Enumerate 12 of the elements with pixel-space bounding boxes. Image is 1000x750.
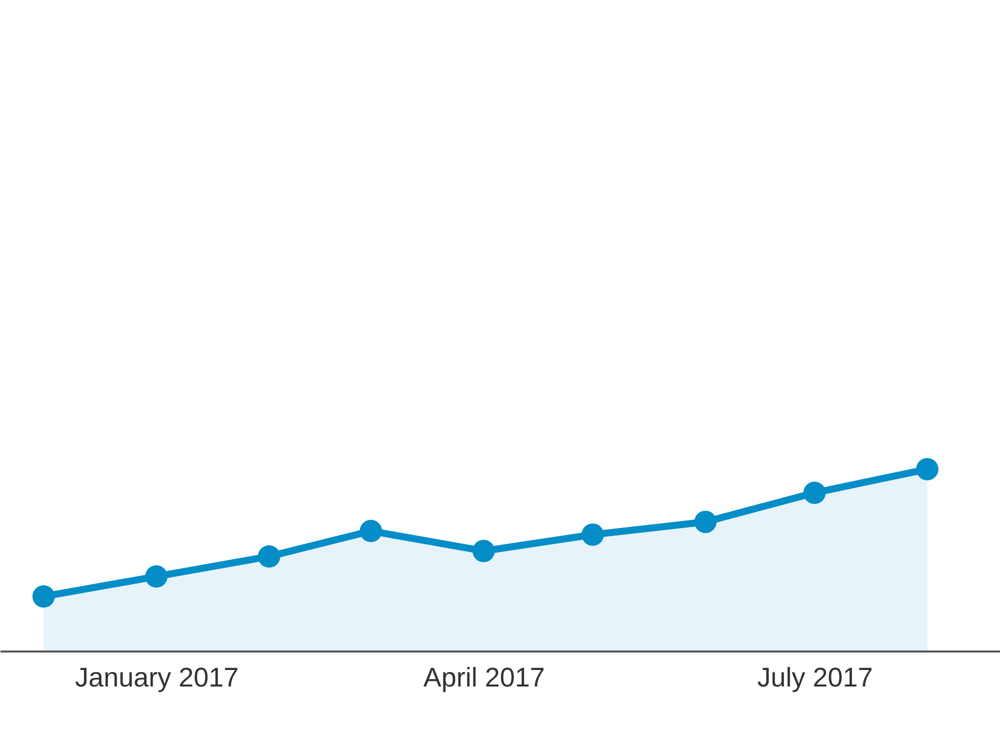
point [32,585,55,608]
point [916,458,938,480]
x-tick-label: January 2017 [75,662,239,692]
x-tick-label: April 2017 [423,662,545,692]
x-tick-label: July 2017 [757,662,873,692]
point [145,565,168,588]
point [582,523,604,546]
point [694,510,717,534]
point [258,545,280,568]
point [360,520,382,542]
point [472,540,495,562]
point [803,482,826,504]
